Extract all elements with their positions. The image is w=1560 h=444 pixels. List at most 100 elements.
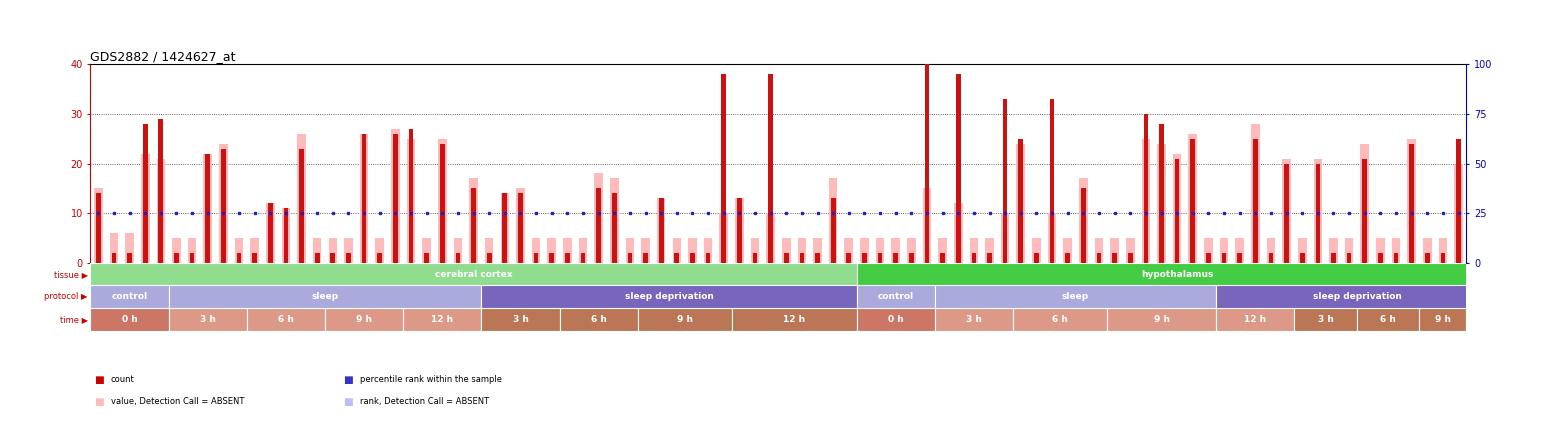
Bar	[128, 253, 133, 263]
Bar	[638, 308, 732, 331]
Bar	[1097, 253, 1101, 263]
Bar	[315, 253, 320, 263]
Text: GDS2882 / 1424627_at: GDS2882 / 1424627_at	[90, 50, 236, 63]
Bar	[674, 253, 679, 263]
Bar	[1143, 114, 1148, 263]
Bar	[847, 253, 852, 263]
Bar	[813, 238, 822, 263]
Bar	[672, 238, 682, 263]
Bar	[1251, 124, 1259, 263]
Bar	[1106, 308, 1217, 331]
Bar	[378, 253, 382, 263]
Bar	[534, 253, 538, 263]
Bar	[732, 308, 856, 331]
Bar	[1357, 308, 1420, 331]
Bar	[750, 238, 760, 263]
Bar	[1175, 159, 1179, 263]
Bar	[1267, 238, 1275, 263]
Text: time ▶: time ▶	[59, 315, 87, 324]
Bar	[1048, 213, 1056, 263]
Text: tissue ▶: tissue ▶	[53, 270, 87, 278]
Bar	[1237, 253, 1242, 263]
Bar	[785, 253, 789, 263]
Bar	[1236, 238, 1243, 263]
Bar	[1142, 139, 1150, 263]
Bar	[1080, 178, 1087, 263]
Bar	[1204, 238, 1212, 263]
Bar	[1158, 144, 1165, 263]
Bar	[1295, 308, 1357, 331]
Bar	[532, 238, 540, 263]
Bar	[125, 233, 134, 263]
Bar	[346, 253, 351, 263]
Bar	[1315, 163, 1320, 263]
Bar	[90, 285, 168, 308]
Text: 3 h: 3 h	[200, 315, 215, 324]
Bar	[168, 285, 482, 308]
Bar	[579, 238, 587, 263]
Bar	[721, 74, 725, 263]
Bar	[580, 253, 585, 263]
Bar	[234, 238, 243, 263]
Bar	[1019, 139, 1023, 263]
Bar	[331, 253, 335, 263]
Bar	[471, 188, 476, 263]
Text: value, Detection Call = ABSENT: value, Detection Call = ABSENT	[111, 397, 243, 406]
Bar	[863, 253, 867, 263]
Bar	[501, 193, 509, 263]
Bar	[109, 233, 119, 263]
Text: 12 h: 12 h	[1471, 315, 1493, 324]
Bar	[934, 308, 1012, 331]
Bar	[941, 253, 945, 263]
Bar	[906, 238, 916, 263]
Text: control: control	[111, 292, 148, 301]
Bar	[563, 238, 571, 263]
Bar	[627, 253, 632, 263]
Bar	[1095, 238, 1103, 263]
Bar	[643, 253, 647, 263]
Bar	[94, 188, 103, 263]
Bar	[456, 253, 460, 263]
Bar	[970, 238, 978, 263]
Bar	[719, 213, 729, 263]
Bar	[878, 253, 883, 263]
Bar	[1440, 253, 1445, 263]
Bar	[610, 178, 619, 263]
Bar	[140, 154, 150, 263]
Text: ■: ■	[343, 375, 353, 385]
Bar	[376, 238, 384, 263]
Bar	[298, 134, 306, 263]
Bar	[688, 238, 697, 263]
Bar	[112, 253, 117, 263]
Bar	[594, 174, 602, 263]
Bar	[1128, 253, 1133, 263]
Bar	[704, 238, 713, 263]
Bar	[612, 193, 616, 263]
Bar	[1360, 144, 1370, 263]
Bar	[894, 253, 899, 263]
Bar	[986, 238, 994, 263]
Text: 3 h: 3 h	[513, 315, 529, 324]
Bar	[423, 238, 431, 263]
Bar	[454, 238, 462, 263]
Bar	[736, 198, 741, 263]
Bar	[300, 149, 304, 263]
Bar	[1362, 159, 1367, 263]
Bar	[956, 74, 961, 263]
Bar	[314, 238, 321, 263]
Text: sleep deprivation: sleep deprivation	[1312, 292, 1401, 301]
Text: 12 h: 12 h	[1245, 315, 1267, 324]
Bar	[1220, 238, 1228, 263]
Bar	[800, 253, 805, 263]
Text: 9 h: 9 h	[1435, 315, 1451, 324]
Bar	[1438, 238, 1448, 263]
Bar	[1002, 213, 1009, 263]
Text: 9 h: 9 h	[1153, 315, 1170, 324]
Bar	[90, 308, 168, 331]
Bar	[284, 208, 289, 263]
Bar	[922, 188, 931, 263]
Bar	[1190, 139, 1195, 263]
Bar	[1376, 238, 1385, 263]
Bar	[1033, 238, 1041, 263]
Bar	[206, 154, 211, 263]
